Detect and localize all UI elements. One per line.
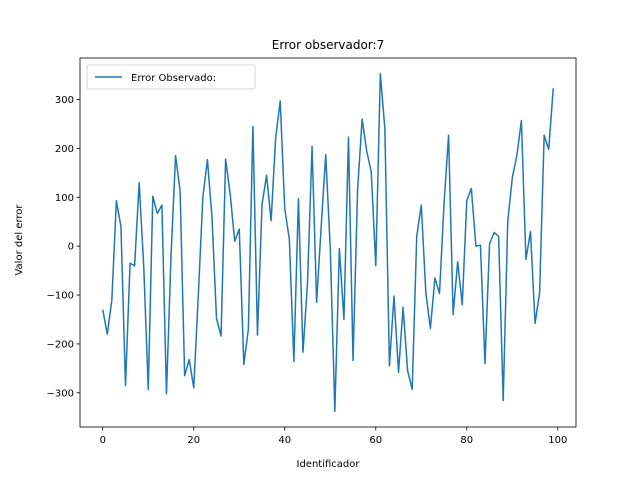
y-tick-label: 0 (68, 242, 74, 253)
x-axis-label: Identificador (297, 459, 361, 470)
plot-area: 0 20 40 60 80 100 −300 −200 −100 0 100 200 300 Error … (47, 57, 577, 446)
series-line-0 (102, 72, 554, 413)
y-tick-label: 100 (55, 193, 74, 204)
legend-label: Error Observado: (131, 73, 216, 84)
y-tick-label: 300 (55, 95, 74, 106)
axes-frame (79, 57, 577, 428)
x-tick-label: 60 (369, 435, 382, 446)
x-tick-label: 100 (548, 435, 567, 446)
x-tick-label: 40 (278, 435, 291, 446)
x-tick-label: 80 (460, 435, 473, 446)
y-tick-label: −200 (47, 339, 74, 350)
chart-title: Error observador:7 (272, 38, 384, 52)
x-tick-label: 20 (187, 435, 200, 446)
y-tick-label: −300 (47, 388, 74, 399)
y-axis-label: Valor del error (14, 204, 25, 276)
y-tick-label: 200 (55, 144, 74, 155)
x-tick-label: 0 (100, 435, 106, 446)
y-tick-label: −100 (47, 291, 74, 302)
legend-box (86, 64, 256, 90)
